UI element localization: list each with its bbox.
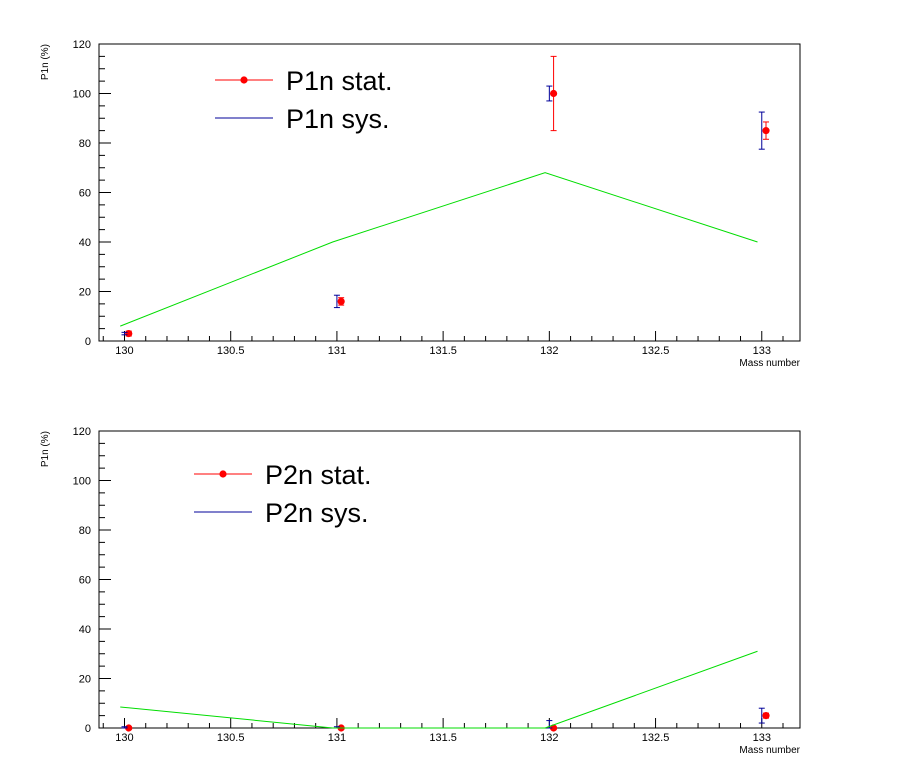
x-tick-label: 132 bbox=[540, 732, 558, 744]
y-tick-label: 100 bbox=[73, 89, 91, 101]
x-tick-label: 130 bbox=[115, 732, 133, 744]
y-tick-label: 0 bbox=[85, 723, 91, 735]
data-point-marker bbox=[762, 127, 770, 135]
x-tick-label: 130 bbox=[115, 345, 133, 357]
y-tick-label: 120 bbox=[73, 39, 91, 51]
y-axis-title: P1n (%) bbox=[40, 44, 51, 80]
chart-panel-2: 130 130.5 131 131.5 132 132.5 133 0 20 40 60 80 100 1… bbox=[40, 426, 801, 756]
data-point bbox=[337, 297, 345, 306]
data-point-marker bbox=[549, 724, 558, 732]
plot-frame bbox=[98, 43, 801, 342]
legend-stat-marker bbox=[219, 470, 227, 478]
legend-stat-label: P2n stat. bbox=[265, 460, 372, 490]
data-point bbox=[762, 121, 770, 140]
data-point-marker bbox=[125, 329, 133, 338]
x-tick-label: 133 bbox=[753, 345, 771, 357]
chart-panel-1: 130 130.5 131 131.5 132 132.5 133 0 20 40 60 80 100 1… bbox=[40, 39, 801, 369]
y-tick-label: 120 bbox=[73, 426, 91, 438]
y-tick-label: 60 bbox=[79, 575, 91, 587]
x-axis-title: Mass number bbox=[739, 745, 800, 756]
x-tick-label: 132 bbox=[540, 345, 558, 357]
legend-sys-label: P2n sys. bbox=[265, 498, 369, 528]
legend: P1n stat. P1n sys. bbox=[215, 66, 393, 134]
series-1 bbox=[125, 55, 770, 338]
data-point bbox=[762, 712, 770, 720]
x-tick-label: 131.5 bbox=[429, 732, 457, 744]
series-3 bbox=[120, 172, 758, 327]
data-point bbox=[549, 55, 558, 132]
sys-error-bar bbox=[758, 707, 765, 724]
x-tick-label: 130.5 bbox=[217, 345, 245, 357]
data-point-marker bbox=[337, 297, 345, 305]
x-tick-label: 131.5 bbox=[429, 345, 457, 357]
sys-error-bar bbox=[121, 726, 128, 729]
legend-sys-label: P1n sys. bbox=[286, 104, 390, 134]
y-tick-label: 100 bbox=[73, 476, 91, 488]
y-axis-title: P1n (%) bbox=[40, 431, 51, 467]
y-tick-label: 20 bbox=[79, 287, 91, 299]
x-tick-label: 130.5 bbox=[217, 732, 245, 744]
sys-error-bar bbox=[546, 85, 553, 102]
sys-error-bar bbox=[121, 331, 128, 336]
series-3 bbox=[120, 650, 758, 729]
data-point-marker bbox=[549, 89, 558, 98]
data-point-marker bbox=[762, 712, 770, 720]
x-tick-label: 132.5 bbox=[642, 732, 670, 744]
y-tick-label: 20 bbox=[79, 674, 91, 686]
y-tick-label: 40 bbox=[79, 624, 91, 636]
series-1 bbox=[125, 712, 770, 732]
plot-frame bbox=[98, 430, 801, 729]
model-line bbox=[120, 172, 758, 327]
y-tick-label: 80 bbox=[79, 525, 91, 537]
y-tick-label: 0 bbox=[85, 336, 91, 348]
data-point bbox=[125, 329, 133, 338]
y-tick-label: 80 bbox=[79, 138, 91, 150]
legend-stat-marker bbox=[240, 76, 248, 84]
x-tick-label: 131 bbox=[328, 345, 346, 357]
x-tick-label: 131 bbox=[328, 732, 346, 744]
legend-stat-label: P1n stat. bbox=[286, 66, 393, 96]
y-tick-label: 40 bbox=[79, 237, 91, 249]
x-tick-label: 133 bbox=[753, 732, 771, 744]
x-tick-label: 132.5 bbox=[642, 345, 670, 357]
model-line bbox=[120, 650, 758, 729]
x-axis-title: Mass number bbox=[739, 358, 800, 369]
sys-error-bar bbox=[758, 111, 765, 150]
sys-error-bar bbox=[333, 294, 340, 309]
data-point-marker bbox=[125, 724, 133, 732]
y-tick-label: 60 bbox=[79, 188, 91, 200]
legend: P2n stat. P2n sys. bbox=[194, 460, 372, 528]
series-2 bbox=[121, 85, 765, 336]
